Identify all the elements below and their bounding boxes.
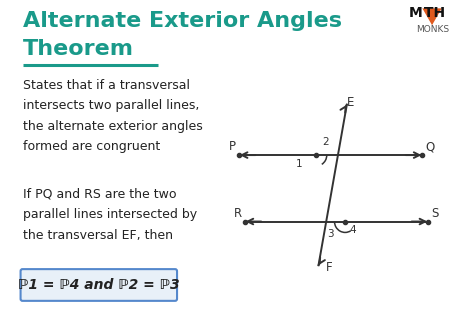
Text: S: S <box>431 207 438 219</box>
FancyBboxPatch shape <box>20 269 177 301</box>
Text: Theorem: Theorem <box>22 39 134 59</box>
Text: TH: TH <box>419 6 446 20</box>
Text: M: M <box>409 6 423 20</box>
Text: MONKS: MONKS <box>417 25 450 34</box>
Text: 1: 1 <box>296 159 302 169</box>
Text: E: E <box>346 96 354 109</box>
Text: R: R <box>234 207 242 219</box>
Text: States that if a transversal
intersects two parallel lines,
the alternate exteri: States that if a transversal intersects … <box>22 79 202 153</box>
Text: 3: 3 <box>327 229 334 239</box>
Text: ℙ1 = ℙ4 and ℙ2 = ℙ3: ℙ1 = ℙ4 and ℙ2 = ℙ3 <box>18 278 180 292</box>
Text: P: P <box>229 140 236 153</box>
Text: If PQ and RS are the two
parallel lines intersected by
the transversal EF, then: If PQ and RS are the two parallel lines … <box>22 188 197 242</box>
Polygon shape <box>422 8 442 25</box>
Text: 4: 4 <box>349 225 356 235</box>
Text: 2: 2 <box>322 137 328 147</box>
Text: Q: Q <box>425 140 435 153</box>
Text: F: F <box>326 261 332 274</box>
Text: Alternate Exterior Angles: Alternate Exterior Angles <box>22 11 341 31</box>
